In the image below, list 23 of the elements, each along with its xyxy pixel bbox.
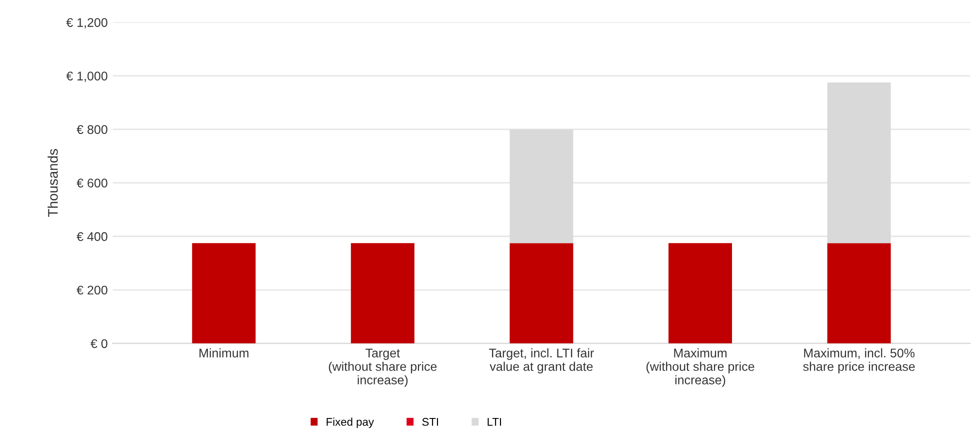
y-tick-label: € 1,000 bbox=[66, 72, 108, 82]
bar bbox=[350, 243, 414, 344]
y-tick-label: € 1,200 bbox=[66, 18, 108, 28]
bar bbox=[827, 243, 891, 344]
legend-label: Fixed pay bbox=[326, 418, 374, 428]
bar bbox=[668, 243, 732, 344]
y-tick-label: € 400 bbox=[76, 232, 108, 242]
y-tick-label: € 800 bbox=[76, 125, 108, 134]
y-tick-label: € 600 bbox=[76, 178, 108, 188]
bar bbox=[192, 243, 256, 344]
legend-label: LTI bbox=[488, 418, 502, 426]
y-tick-label: € 200 bbox=[76, 286, 108, 295]
x-tick-label: Target (without share price increase) bbox=[328, 348, 437, 387]
bar bbox=[827, 82, 891, 244]
legend-label: STI bbox=[422, 418, 438, 426]
y-tick-label: € 0 bbox=[90, 339, 108, 348]
x-tick-label: Maximum, incl. 50% share price increase bbox=[803, 348, 915, 374]
y-axis-title: Thousands bbox=[48, 149, 58, 217]
x-tick-label: Target, incl. LTI fair value at grant date bbox=[489, 348, 594, 374]
bar bbox=[510, 243, 574, 344]
x-tick-label: Maximum (without share price increase) bbox=[646, 348, 754, 387]
x-tick-label: Minimum bbox=[200, 348, 248, 358]
bar bbox=[510, 129, 574, 244]
